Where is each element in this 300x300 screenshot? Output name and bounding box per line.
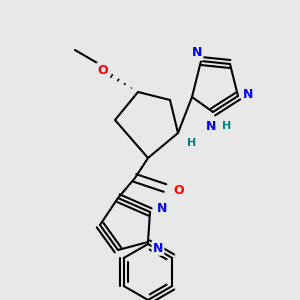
Text: H: H — [222, 121, 232, 131]
Text: N: N — [157, 202, 167, 214]
Text: O: O — [174, 184, 184, 196]
Text: N: N — [192, 46, 202, 59]
Text: N: N — [206, 119, 216, 133]
Text: N: N — [243, 88, 253, 100]
Text: N: N — [153, 242, 163, 254]
Text: O: O — [98, 64, 108, 76]
Text: H: H — [188, 138, 196, 148]
